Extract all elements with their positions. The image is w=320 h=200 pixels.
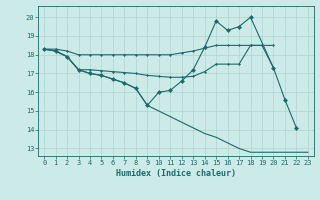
X-axis label: Humidex (Indice chaleur): Humidex (Indice chaleur) bbox=[116, 169, 236, 178]
